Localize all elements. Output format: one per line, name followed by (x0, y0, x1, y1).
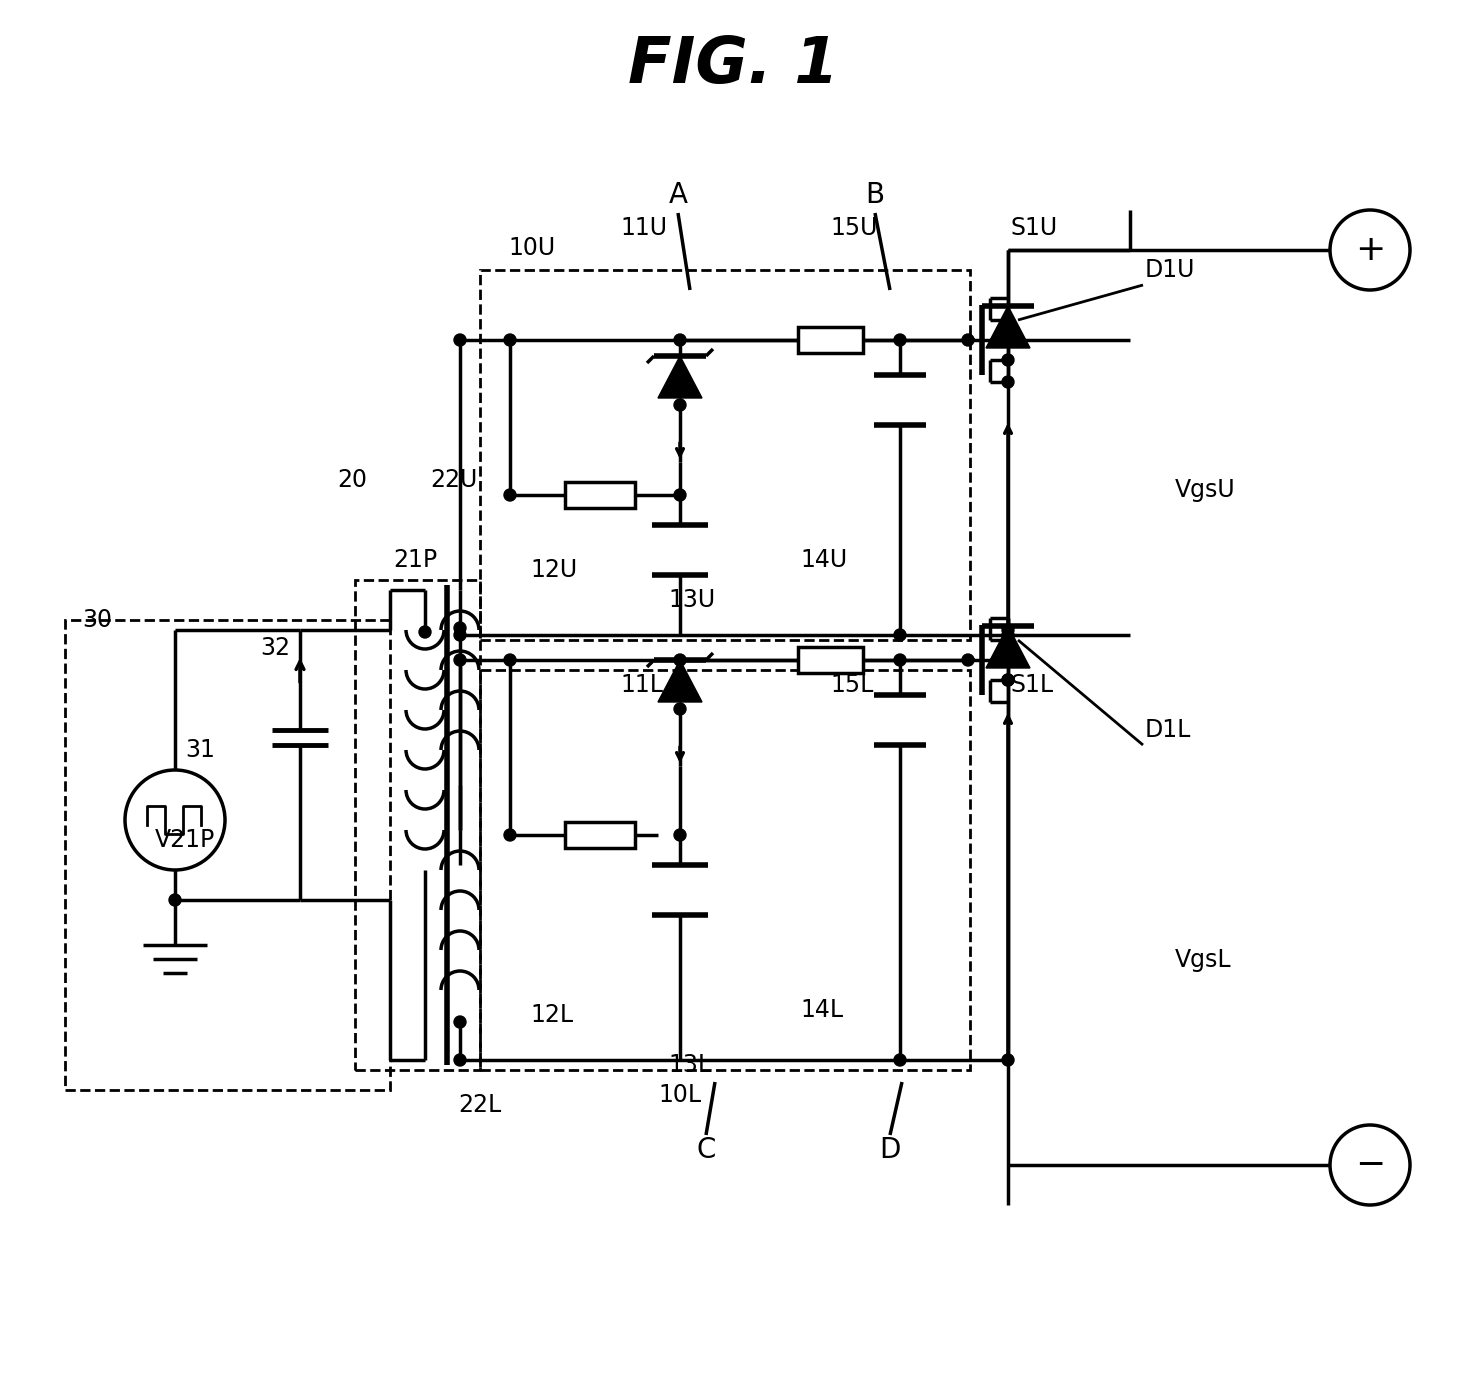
Text: 22L: 22L (458, 1093, 502, 1118)
Circle shape (453, 628, 467, 641)
Text: 11L: 11L (621, 672, 663, 697)
Circle shape (962, 333, 974, 346)
Circle shape (893, 628, 907, 641)
Circle shape (1002, 1054, 1014, 1067)
Polygon shape (659, 660, 703, 701)
Text: 14U: 14U (800, 548, 846, 572)
Circle shape (893, 1054, 907, 1067)
Circle shape (1002, 628, 1014, 641)
Bar (480, 670, 970, 1069)
Text: D1U: D1U (1146, 258, 1196, 282)
Text: S1L: S1L (1009, 672, 1053, 697)
Circle shape (505, 655, 516, 666)
Text: 11U: 11U (621, 216, 667, 240)
Circle shape (1002, 624, 1014, 637)
Text: V21P: V21P (156, 828, 216, 852)
Text: −: − (1356, 1148, 1385, 1182)
Polygon shape (659, 356, 703, 398)
Text: C: C (697, 1135, 716, 1164)
Circle shape (673, 703, 687, 715)
Text: 12L: 12L (530, 1003, 574, 1027)
Circle shape (505, 830, 516, 841)
Circle shape (673, 400, 687, 411)
Circle shape (673, 830, 687, 841)
Circle shape (453, 1054, 467, 1067)
Circle shape (453, 655, 467, 666)
Bar (565, 823, 635, 847)
Circle shape (1002, 674, 1014, 686)
Bar (65, 620, 390, 1090)
Text: 14L: 14L (800, 998, 844, 1022)
Circle shape (893, 333, 907, 346)
Text: 32: 32 (260, 637, 290, 660)
Circle shape (453, 621, 467, 634)
Text: VgsL: VgsL (1175, 948, 1232, 971)
Circle shape (453, 333, 467, 346)
Text: VgsU: VgsU (1175, 478, 1235, 502)
Bar (798, 648, 863, 672)
Bar (798, 327, 863, 353)
Bar (565, 482, 635, 508)
Text: 31: 31 (185, 739, 214, 762)
Circle shape (505, 333, 516, 346)
Polygon shape (986, 626, 1030, 668)
Text: 15L: 15L (830, 672, 873, 697)
Polygon shape (986, 306, 1030, 349)
Bar (480, 270, 970, 639)
Text: +: + (1356, 233, 1385, 267)
Text: 30: 30 (82, 608, 111, 633)
Text: FIG. 1: FIG. 1 (628, 34, 838, 96)
Text: A: A (669, 181, 688, 209)
Circle shape (673, 655, 687, 666)
Circle shape (962, 655, 974, 666)
Text: 10L: 10L (659, 1083, 701, 1107)
Text: 10U: 10U (508, 236, 555, 260)
Text: 13U: 13U (667, 588, 714, 612)
Text: 21P: 21P (393, 548, 437, 572)
Text: D1L: D1L (1146, 718, 1191, 741)
Text: 12U: 12U (530, 558, 577, 582)
Text: 13L: 13L (667, 1053, 711, 1078)
Circle shape (505, 489, 516, 502)
Text: D: D (879, 1135, 901, 1164)
Bar (355, 580, 480, 1069)
Circle shape (673, 333, 687, 346)
Circle shape (420, 626, 431, 638)
Text: 22U: 22U (430, 469, 477, 492)
Text: 15U: 15U (830, 216, 877, 240)
Text: 20: 20 (337, 469, 367, 492)
Circle shape (1002, 376, 1014, 389)
Circle shape (893, 655, 907, 666)
Text: B: B (866, 181, 885, 209)
Circle shape (1002, 354, 1014, 367)
Circle shape (169, 894, 180, 905)
Circle shape (673, 489, 687, 502)
Text: S1U: S1U (1009, 216, 1058, 240)
Circle shape (1002, 674, 1014, 686)
Circle shape (453, 1016, 467, 1028)
